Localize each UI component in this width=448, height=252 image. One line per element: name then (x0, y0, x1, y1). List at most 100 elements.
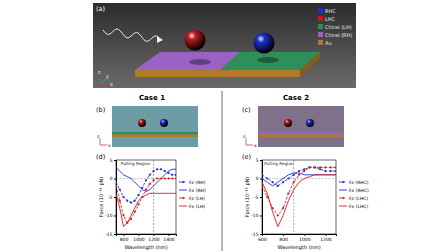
series-marker (175, 177, 176, 179)
legend-label: LHC (325, 16, 336, 22)
case-title: Case 2 (283, 94, 309, 102)
series-marker (314, 166, 316, 168)
legend-swatch (318, 32, 323, 37)
series-marker (293, 174, 295, 176)
series-line (116, 193, 176, 226)
y-axis: -15-10-505 (251, 158, 262, 237)
legend-label: Chiral (LH) (325, 24, 352, 30)
x-tick-mark (169, 234, 170, 236)
reference-line (262, 178, 336, 179)
legend-label: Fz (RH) (189, 180, 206, 185)
y-tick-mark (260, 179, 262, 180)
panel-label: (e) (242, 153, 251, 161)
y-tick-mark (260, 234, 262, 235)
chiral-layer (112, 132, 198, 135)
case-title: Case 1 (139, 94, 165, 102)
chart: (e)60080010001200-15-10-505Wavelength (n… (242, 153, 369, 251)
series-marker (298, 174, 300, 176)
axis-x (246, 145, 253, 146)
shadow (189, 59, 211, 65)
series-marker (303, 170, 305, 172)
x-axis: 60080010001200 (258, 234, 336, 242)
series-marker (145, 189, 147, 191)
x-tick-label: 600 (258, 237, 267, 242)
series-marker (266, 177, 268, 179)
y-tick: 0 (256, 176, 262, 181)
series-line (116, 169, 176, 202)
plot-frame (262, 160, 336, 234)
sphere-rhc (306, 119, 314, 127)
x-tick-label: 800 (120, 237, 129, 242)
series-marker (171, 174, 173, 176)
x-tick-mark (304, 234, 305, 236)
series-marker (119, 189, 121, 191)
y-tick-mark (114, 197, 116, 198)
axis-z (100, 138, 101, 145)
x-tick: 1400 (163, 234, 175, 242)
series-line (262, 175, 336, 227)
legend: Fz (RHC)Fx (RHC)Fz (LHC)Fx (LHC) (339, 180, 369, 209)
series-marker (330, 166, 332, 168)
y-tick: -5 (254, 195, 262, 200)
legend-line (339, 190, 347, 191)
legend-label: Au (325, 40, 332, 46)
y-tick-label: 5 (256, 158, 259, 163)
x-tick-mark (139, 234, 140, 236)
series-line (262, 167, 336, 186)
series-marker (175, 174, 176, 176)
series-marker (271, 181, 273, 183)
series-marker (308, 166, 310, 168)
x-tick: 1000 (299, 234, 311, 242)
y-tick: -15 (105, 232, 116, 237)
panel-label: (c) (242, 106, 251, 114)
legend-swatch (318, 24, 323, 29)
series-marker (156, 168, 158, 170)
legend-label: Fx (RHC) (349, 188, 369, 193)
x-tick: 800 (279, 234, 288, 242)
panel-label: (b) (96, 106, 105, 114)
au-side (300, 52, 320, 77)
x-axis-title: Wavelength (nm) (277, 244, 320, 251)
y-tick-label: -10 (251, 213, 258, 218)
legend-label: Chiral (RH) (325, 32, 352, 38)
y-tick-mark (114, 160, 116, 161)
series-marker (152, 170, 154, 172)
y-tick: 5 (110, 158, 116, 163)
series-marker (293, 181, 295, 183)
inset-background (258, 106, 344, 147)
y-tick: 5 (256, 158, 262, 163)
shadow (257, 57, 279, 63)
y-axis: -15-10-505 (105, 158, 116, 237)
series-marker (160, 168, 162, 170)
series-marker (149, 183, 151, 185)
series-marker (171, 177, 173, 179)
legend-swatch (318, 8, 323, 13)
legend-line (339, 182, 347, 183)
series-marker (298, 170, 300, 172)
series-marker (130, 218, 132, 220)
legend-line (179, 206, 187, 207)
series-marker (330, 170, 332, 172)
sphere-rhc (254, 33, 275, 54)
series-marker (130, 201, 132, 203)
panel-a: zxyRHCLHCChiral (LH)Chiral (RH)Au(a) (93, 3, 356, 88)
y-tick-mark (260, 160, 262, 161)
legend-marker (182, 197, 184, 199)
legend-swatch (318, 16, 323, 21)
series-marker (134, 200, 136, 202)
series-marker (282, 207, 284, 209)
sphere-lhc (138, 119, 146, 127)
series-marker (324, 170, 326, 172)
divider (222, 91, 223, 251)
axis-letter: x (254, 143, 257, 148)
inset: (c)zx (242, 106, 344, 148)
series-marker (145, 179, 147, 181)
au-layer (258, 135, 344, 138)
series-marker (335, 170, 336, 172)
series-marker (137, 194, 139, 196)
series-marker (308, 166, 310, 168)
x-axis: 800100012001400 (117, 234, 177, 242)
y-tick-label: -5 (108, 195, 113, 200)
x-tick-mark (283, 234, 284, 236)
x-tick-label: 1200 (148, 237, 160, 242)
